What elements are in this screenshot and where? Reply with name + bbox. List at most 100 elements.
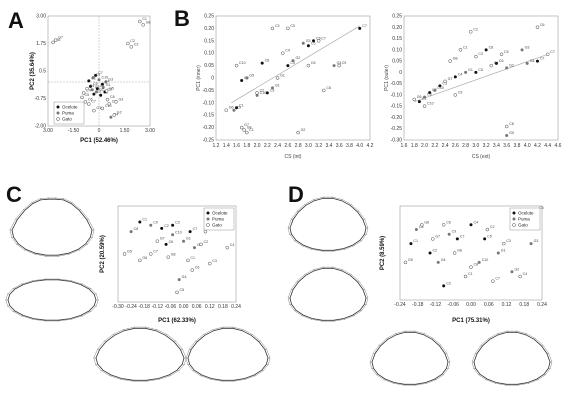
point-label: C3 (96, 90, 101, 94)
point-label: G6 (417, 95, 422, 99)
point-ocelote (474, 70, 478, 74)
y-axis-label: PC1 (inner) (196, 65, 202, 91)
point-gato (535, 25, 540, 30)
landmark-vector (290, 288, 294, 290)
point-puma (182, 239, 186, 243)
point-label: C2 (204, 240, 209, 244)
x-tick-label: 3.00 (43, 128, 53, 134)
point-gato (80, 95, 84, 100)
landmark-vector (444, 352, 448, 354)
point-label: C8 (265, 59, 270, 63)
landmark-vector (68, 253, 70, 255)
shape-d-middle-left (287, 266, 369, 322)
panel-label-b: B (174, 6, 190, 31)
point-ocelote (89, 84, 92, 88)
landmark-vector (478, 373, 481, 376)
point-ocelote (188, 230, 192, 234)
outline-primary (187, 327, 269, 381)
point-puma (177, 278, 181, 282)
point-gato (100, 106, 105, 111)
x-tick-label: 3.0 (472, 143, 479, 149)
x-tick-label: 3.4 (325, 143, 332, 149)
landmark-vector (311, 318, 313, 320)
point-gato (296, 130, 300, 135)
x-axis-label: PC1 (62.33%) (158, 318, 196, 324)
point-label: C3 (134, 42, 139, 46)
landmark-vector (123, 328, 125, 331)
point-label: C2 (490, 225, 495, 229)
point-label: G2 (197, 243, 202, 247)
x-tick-label: 0.24 (537, 302, 547, 308)
point-label: C3 (506, 239, 511, 243)
landmark-vector (362, 218, 366, 220)
point-label: G8 (171, 253, 176, 257)
point-label: C1 (239, 103, 244, 107)
point-ocelote (56, 105, 60, 109)
point-label: G5 (127, 250, 132, 254)
shape-d-top-left (287, 196, 369, 252)
point-label: C9 (427, 93, 432, 97)
x-tick-label: 0.18 (218, 304, 228, 310)
x-tick-label: -0.12 (430, 302, 442, 308)
y-tick-label: 3.00 (36, 14, 46, 20)
legend-label: Ocelote (212, 211, 228, 216)
landmark-vector (376, 373, 379, 376)
point-gato (149, 252, 153, 256)
point-gato (485, 227, 490, 232)
landmark-vector (200, 374, 202, 377)
point-ocelote (512, 211, 516, 215)
point-label: G7 (58, 36, 63, 40)
y-tick-label: 1.75 (36, 41, 46, 47)
y-tick-label: -0.10 (391, 92, 403, 98)
landmark-vector (71, 201, 73, 204)
landmark-vector (352, 244, 355, 247)
landmark-vector (120, 378, 122, 380)
point-label: C5 (504, 50, 509, 54)
point-ocelote (265, 91, 269, 95)
landmark-vector (155, 328, 157, 331)
chart-c: -0.30 -0.24 -0.18 -0.12 -0.06 0.00 0.06 0.12 0.1… (100, 205, 241, 324)
point-ocelote (409, 242, 413, 246)
landmark-vector (294, 309, 297, 312)
point-label: G8 (247, 126, 252, 130)
landmark-vector (541, 344, 544, 346)
y-tick-label: -0.20 (203, 125, 215, 131)
point-label: C3 (442, 81, 447, 85)
point-label: G3 (525, 45, 530, 49)
point-gato (245, 130, 249, 135)
x-tick-label: -1.50 (68, 128, 80, 134)
shape-c-top-left (9, 197, 95, 257)
landmark-vector (431, 337, 434, 340)
landmark-vector (70, 280, 72, 282)
landmark-vector (12, 310, 16, 312)
point-label: C6 (311, 61, 316, 65)
point-label: G2 (117, 111, 122, 115)
point-label: C5 (180, 288, 185, 292)
point-label: C10 (105, 104, 112, 108)
point-gato (190, 268, 195, 272)
point-gato (112, 113, 117, 117)
point-ocelote (428, 91, 432, 95)
point-puma (433, 88, 437, 92)
landmark-vector (301, 244, 304, 247)
x-tick-label: 3.6 (336, 143, 343, 149)
point-label: C2 (433, 249, 438, 253)
landmark-vector (296, 210, 299, 212)
point-gato (56, 117, 60, 121)
point-ocelote (164, 242, 168, 246)
x-tick-label: 3.4 (493, 143, 500, 149)
point-label: G1 (186, 237, 191, 241)
point-ocelote (92, 92, 96, 96)
point-label: C5 (93, 82, 98, 86)
point-puma (423, 95, 427, 99)
point-ocelote (453, 75, 457, 79)
landmark-vector (533, 337, 536, 340)
point-label: G8 (453, 57, 458, 61)
point-gato (469, 265, 473, 269)
landmark-vector (242, 328, 244, 331)
point-label: G4 (182, 275, 187, 279)
point-label: G2 (296, 56, 301, 60)
y-tick-label: 0.25 (204, 14, 214, 20)
point-label: C1 (142, 17, 147, 21)
point-puma (245, 76, 249, 80)
